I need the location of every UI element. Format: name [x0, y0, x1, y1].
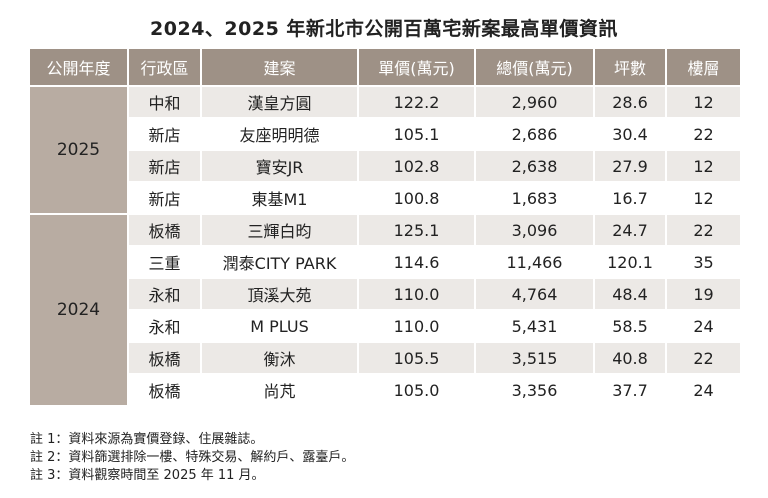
cell: 3,515 — [474, 341, 595, 375]
row: 2024 板橋 三輝白昀 125.1 3,096 24.7 22 — [28, 213, 742, 407]
year-cell: 2025 — [28, 85, 129, 215]
cell: 12 — [665, 149, 742, 183]
cell: 永和 — [127, 277, 202, 311]
cell: 125.1 — [357, 213, 476, 247]
cell: 122.2 — [357, 85, 476, 119]
cell: 105.0 — [357, 373, 476, 407]
row: 三重 潤泰CITY PARK 114.6 11,466 120.1 35 — [29, 245, 742, 279]
notes: 註 1：資料來源為實價登錄、住展雜誌。註 2：資料篩選排除一樓、特殊交易、解約戶… — [30, 431, 354, 485]
cell: 2,638 — [474, 149, 595, 183]
cell: 新店 — [127, 181, 202, 215]
cell: 潤泰CITY PARK — [200, 245, 359, 279]
note: 註 2：資料篩選排除一樓、特殊交易、解約戶、露臺戶。 — [30, 450, 355, 465]
cell: 28.6 — [593, 85, 667, 119]
row: 新店 寶安JR 102.8 2,638 27.9 12 — [29, 149, 742, 183]
cell: 三重 — [127, 245, 202, 279]
cell: 110.0 — [357, 277, 476, 311]
cell: 114.6 — [357, 245, 476, 279]
row: 板橋 衡沐 105.5 3,515 40.8 22 — [29, 341, 742, 375]
cell: 27.9 — [593, 149, 667, 183]
cell: 新店 — [127, 149, 202, 183]
header-cell: 總價(萬元) — [474, 47, 595, 87]
cell: 寶安JR — [200, 149, 359, 183]
cell: 37.7 — [593, 373, 667, 407]
row: 板橋 尚芃 105.0 3,356 37.7 24 — [29, 373, 742, 407]
header-cell: 單價(萬元) — [357, 47, 476, 87]
cell: 30.4 — [593, 117, 667, 151]
cell: 漢皇方圓 — [200, 85, 359, 119]
cell: 1,683 — [474, 181, 595, 215]
cell: 5,431 — [474, 309, 595, 343]
cell: 2,686 — [474, 117, 595, 151]
cell: 16.7 — [593, 181, 667, 215]
cell: 板橋 — [127, 213, 202, 247]
cell: 頂溪大苑 — [200, 277, 359, 311]
cell: 新店 — [127, 117, 202, 151]
cell: 102.8 — [357, 149, 476, 183]
cell: 2,960 — [474, 85, 595, 119]
cell: 24.7 — [593, 213, 667, 247]
cell: 58.5 — [593, 309, 667, 343]
cell: 105.5 — [357, 341, 476, 375]
cell: 120.1 — [593, 245, 667, 279]
title: 2024、2025 年新北市公開百萬宅新案最高單價資訊 — [150, 18, 618, 40]
cell: 尚芃 — [200, 373, 359, 407]
cell: 48.4 — [593, 277, 667, 311]
cell: 中和 — [127, 85, 202, 119]
cell: 12 — [665, 85, 742, 119]
note: 註 1：資料來源為實價登錄、住展雜誌。 — [30, 432, 264, 447]
cell: 110.0 — [357, 309, 476, 343]
cell: 22 — [665, 117, 742, 151]
row: 2025 中和 漢皇方圓 122.2 2,960 28.6 12 — [28, 85, 742, 215]
cell: 40.8 — [593, 341, 667, 375]
cell: 3,356 — [474, 373, 595, 407]
table: 公開年度 行政區 建案 單價(萬元) 總價(萬元) 坪數 樓層 2025 中和 漢皇方圓 122.… — [28, 47, 742, 407]
row: 永和 頂溪大苑 110.0 4,764 48.4 19 — [29, 277, 742, 311]
row: 新店 友座明明德 105.1 2,686 30.4 22 — [29, 117, 742, 151]
cell: 三輝白昀 — [200, 213, 359, 247]
note: 註 3：資料觀察時間至 2025 年 11 月。 — [30, 468, 265, 483]
header-cell: 行政區 — [127, 47, 202, 87]
cell: 35 — [665, 245, 742, 279]
cell: 永和 — [127, 309, 202, 343]
header-cell: 公開年度 — [28, 47, 129, 87]
header-cell: 樓層 — [665, 47, 742, 87]
header-row: 公開年度 行政區 建案 單價(萬元) 總價(萬元) 坪數 樓層 — [28, 47, 742, 87]
cell: 衡沐 — [200, 341, 359, 375]
row: 永和 M PLUS 110.0 5,431 58.5 24 — [29, 309, 742, 343]
cell: 板橋 — [127, 373, 202, 407]
cell: 11,466 — [474, 245, 595, 279]
cell: 100.8 — [357, 181, 476, 215]
cell: 12 — [665, 181, 742, 215]
cell: 24 — [665, 373, 742, 407]
header-cell: 坪數 — [593, 47, 667, 87]
cell: M PLUS — [200, 309, 359, 343]
cell: 24 — [665, 309, 742, 343]
cell: 友座明明德 — [200, 117, 359, 151]
cell: 19 — [665, 277, 742, 311]
row: 新店 東基M1 100.8 1,683 16.7 12 — [29, 181, 742, 215]
cell: 東基M1 — [200, 181, 359, 215]
cell: 4,764 — [474, 277, 595, 311]
year-cell: 2024 — [28, 213, 129, 407]
cell: 105.1 — [357, 117, 476, 151]
header-cell: 建案 — [200, 47, 359, 87]
cell: 板橋 — [127, 341, 202, 375]
cell: 3,096 — [474, 213, 595, 247]
cell: 22 — [665, 213, 742, 247]
cell: 22 — [665, 341, 742, 375]
